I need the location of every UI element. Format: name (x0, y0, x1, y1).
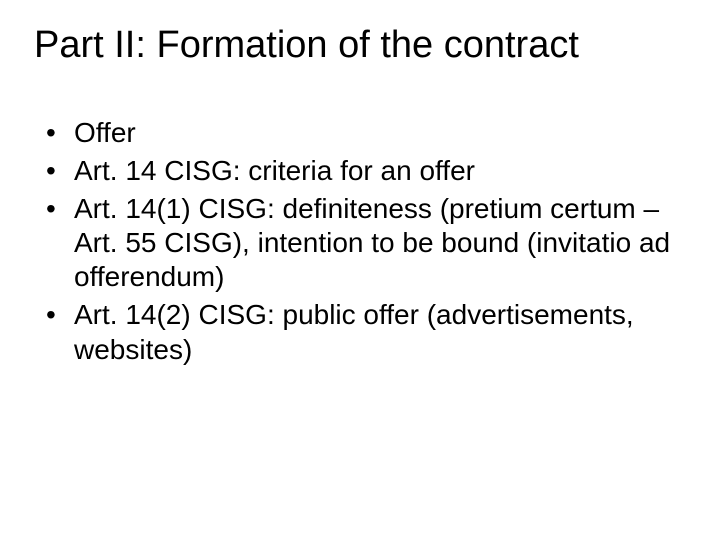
slide-title: Part II: Formation of the contract (34, 24, 692, 68)
list-item: Art. 14 CISG: criteria for an offer (46, 154, 692, 188)
list-item: Offer (46, 116, 692, 150)
slide: Part II: Formation of the contract Offer… (0, 0, 720, 540)
list-item: Art. 14(2) CISG: public offer (advertise… (46, 298, 692, 366)
list-item: Art. 14(1) CISG: definiteness (pretium c… (46, 192, 692, 294)
bullet-list: Offer Art. 14 CISG: criteria for an offe… (28, 116, 692, 367)
